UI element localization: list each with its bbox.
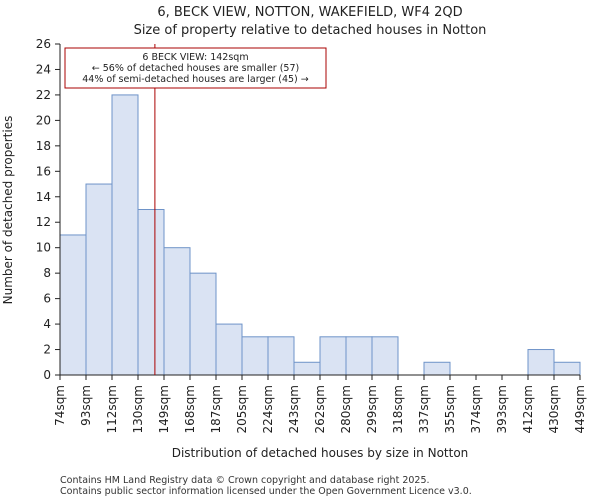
footer-line1: Contains HM Land Registry data © Crown c…: [60, 475, 430, 486]
bar: [85, 183, 113, 376]
y-tick-label: 8: [43, 266, 51, 280]
bar: [215, 323, 243, 376]
x-tick-label: 93sqm: [79, 385, 93, 426]
y-tick-label: 16: [36, 164, 51, 178]
bar: [527, 349, 555, 376]
y-tick-label: 2: [43, 343, 51, 357]
bar: [267, 336, 295, 376]
x-axis-label: Distribution of detached houses by size …: [172, 446, 469, 460]
y-tick-label: 18: [36, 139, 51, 153]
x-tick-label: 262sqm: [313, 385, 327, 433]
y-tick-label: 22: [36, 88, 51, 102]
bar: [553, 361, 581, 376]
x-tick-label: 355sqm: [443, 385, 457, 433]
x-tick-label: 430sqm: [547, 385, 561, 433]
chart-title-line2: Size of property relative to detached ho…: [134, 23, 487, 38]
bars: [59, 94, 581, 376]
x-tick-label: 243sqm: [287, 385, 301, 433]
y-tick-label: 12: [36, 215, 51, 229]
x-tick-label: 168sqm: [183, 385, 197, 433]
chart-title-line1: 6, BECK VIEW, NOTTON, WAKEFIELD, WF4 2QD: [157, 5, 462, 20]
x-axis-ticks: 74sqm 93sqm 112sqm 130sqm 149sqm 168sqm 187sqm…: [53, 375, 587, 433]
x-tick-label: 74sqm: [53, 385, 67, 426]
bar: [345, 336, 373, 376]
x-tick-label: 299sqm: [365, 385, 379, 433]
bar: [59, 234, 87, 376]
x-tick-label: 318sqm: [391, 385, 405, 433]
bar: [319, 336, 347, 376]
x-tick-label: 393sqm: [495, 385, 509, 433]
bar: [293, 361, 321, 376]
bar: [241, 336, 269, 376]
y-tick-label: 24: [36, 62, 51, 76]
y-tick-label: 10: [36, 241, 51, 255]
y-tick-label: 14: [36, 190, 51, 204]
x-tick-label: 187sqm: [209, 385, 223, 433]
footer-line2: Contains public sector information licen…: [60, 486, 472, 497]
annotation-line2: ← 56% of detached houses are smaller (57…: [92, 63, 299, 74]
x-tick-label: 224sqm: [261, 385, 275, 433]
x-tick-label: 149sqm: [157, 385, 171, 433]
bar: [137, 209, 165, 376]
y-tick-label: 6: [43, 292, 51, 306]
bar: [163, 247, 191, 376]
x-tick-label: 337sqm: [417, 385, 431, 433]
x-tick-label: 130sqm: [131, 385, 145, 433]
x-tick-label: 449sqm: [573, 385, 587, 433]
annotation-box: [64, 47, 327, 89]
x-tick-label: 205sqm: [235, 385, 249, 433]
bar: [423, 361, 451, 376]
annotation-line3: 44% of semi-detached houses are larger (…: [82, 74, 309, 85]
annotation-line1: 6 BECK VIEW: 142sqm: [142, 52, 248, 63]
x-tick-label: 412sqm: [521, 385, 535, 433]
x-tick-label: 280sqm: [339, 385, 353, 433]
y-tick-label: 0: [43, 368, 51, 382]
y-axis-label: Number of detached properties: [1, 116, 15, 305]
bar: [111, 94, 139, 376]
x-tick-label: 374sqm: [469, 385, 483, 433]
bar: [371, 336, 399, 376]
y-tick-label: 4: [43, 317, 51, 331]
bar: [189, 272, 217, 376]
y-tick-label: 26: [36, 37, 51, 51]
y-tick-label: 20: [36, 113, 51, 127]
x-tick-label: 112sqm: [105, 385, 119, 433]
